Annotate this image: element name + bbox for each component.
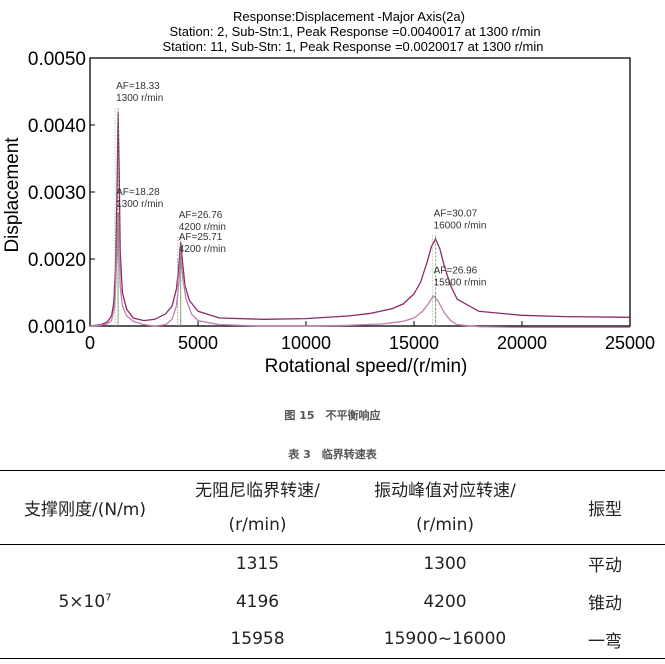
y-tick-label: 0.0040 [28, 116, 86, 137]
mode-cell: 平动 [588, 556, 622, 577]
table-header-row: 支撑刚度/(N/m) 无阻尼临界转速/ (r/min) 振动峰值对应转速/ (r… [0, 470, 665, 545]
y-axis: 0.0010 0.0020 0.0030 0.0040 0.0050 [28, 49, 95, 338]
peak-annotation: 4200 r/min [179, 222, 226, 233]
header-undamped-line-1: 无阻尼临界转速/ [195, 480, 320, 501]
mode-cell: 一弯 [588, 631, 622, 652]
chart-title-line-3: Station: 11, Sub-Stn: 1, Peak Response =… [163, 39, 544, 54]
peak-annotation: 15900 r/min [434, 277, 487, 288]
mode-cell: 锥动 [588, 594, 622, 614]
undamped-speed-cell: 15958 [230, 629, 285, 650]
y-tick-label: 0.0050 [28, 49, 86, 70]
peak-annotation: 4200 r/min [179, 244, 226, 255]
peak-annotation: AF=30.07 [434, 209, 478, 220]
header-peak-line-2: (r/min) [415, 514, 475, 535]
y-tick-label: 0.0030 [28, 183, 86, 204]
critical-speed-table: 支撑刚度/(N/m) 无阻尼临界转速/ (r/min) 振动峰值对应转速/ (r… [0, 470, 665, 659]
series-line-2 [89, 211, 630, 328]
peak-annotation: AF=18.33 [116, 81, 160, 92]
stiffness-base: 5×10 [58, 591, 106, 612]
chart-title: Response:Displacement -Major Axis(2a) St… [163, 9, 544, 54]
undamped-speed-cell: 1315 [235, 553, 280, 574]
y-axis-label: Displacement [2, 137, 23, 253]
chart-title-line-2: Station: 2, Sub-Stn:1, Peak Response =0.… [169, 24, 540, 39]
figure-caption: 图 15 不平衡响应 [284, 409, 381, 422]
response-chart: Response:Displacement -Major Axis(2a) St… [2, 9, 655, 377]
x-axis: 0 5000 10000 15000 20000 25000 [85, 321, 655, 353]
peak-annotation: 1300 r/min [116, 93, 163, 104]
x-tick-label: 10000 [281, 333, 331, 353]
peak-speed-cell: 4200 [423, 591, 467, 612]
peak-speed-cell: 1300 [423, 553, 467, 574]
peak-annotation: 1300 r/min [116, 199, 163, 210]
table-caption: 表 3 临界转速表 [288, 448, 377, 461]
x-axis-label: Rotational speed/(r/min) [265, 356, 468, 377]
x-tick-label: 15000 [389, 333, 439, 353]
chart-title-line-1: Response:Displacement -Major Axis(2a) [233, 9, 465, 24]
y-tick-label: 0.0010 [28, 317, 86, 338]
peak-annotation: AF=26.96 [434, 265, 478, 276]
x-tick-label: 0 [85, 333, 95, 353]
peak-annotation: AF=18.28 [116, 187, 160, 198]
series-line-1 [89, 111, 631, 327]
header-mode: 振型 [588, 500, 622, 520]
header-undamped-line-2: (r/min) [228, 514, 287, 535]
header-peak: 振动峰值对应转速/ (r/min) [345, 471, 545, 545]
undamped-speed-cell: 4196 [235, 591, 280, 612]
header-stiffness: 支撑刚度/(N/m) [24, 500, 146, 520]
x-tick-label: 20000 [497, 333, 547, 353]
table-row: 15958 15900~16000 一弯 [0, 621, 665, 659]
plot-area-frame [89, 57, 631, 327]
header-undamped: 无阻尼临界转速/ (r/min) [170, 471, 345, 545]
peak-annotation: AF=25.71 [179, 232, 223, 243]
peak-annotation: AF=26.76 [179, 210, 223, 221]
table-row: 5×107 1315 1300 平动 [0, 545, 665, 612]
series-layer [89, 111, 631, 328]
header-peak-line-1: 振动峰值对应转速/ [374, 480, 516, 501]
x-tick-label: 25000 [605, 333, 655, 353]
stiffness-exponent: 7 [105, 591, 112, 603]
peak-annotation: 16000 r/min [434, 221, 487, 232]
table-row: 4196 4200 锥动 [0, 583, 665, 621]
stiffness-cell: 5×107 [0, 545, 170, 659]
critical-speed-table-wrap: 支撑刚度/(N/m) 无阻尼临界转速/ (r/min) 振动峰值对应转速/ (r… [0, 470, 665, 659]
y-tick-label: 0.0020 [28, 250, 86, 271]
peak-speed-cell: 15900~16000 [383, 629, 507, 650]
x-tick-label: 5000 [178, 333, 218, 353]
